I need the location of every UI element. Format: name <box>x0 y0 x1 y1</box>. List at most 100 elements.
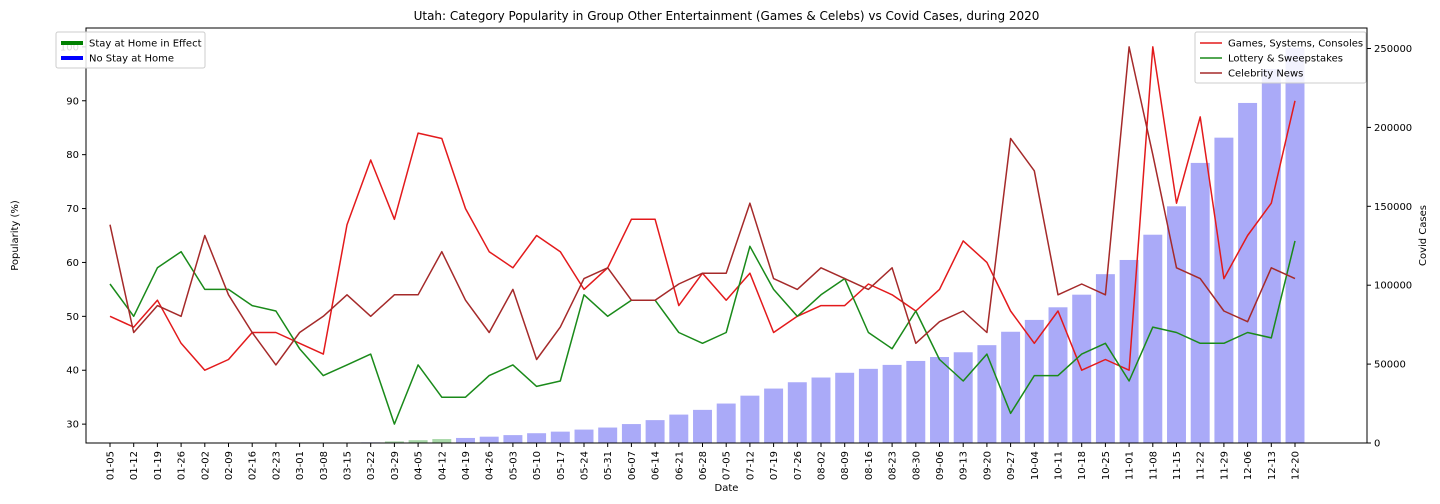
y-axis-label: Popularity (%) <box>10 200 21 271</box>
covid-bar-10-04 <box>1024 319 1044 443</box>
legend-box <box>55 31 206 69</box>
x-tick-label: 03-29 <box>390 451 401 480</box>
y2-tick-label: 0 <box>1374 439 1380 450</box>
x-tick-label: 07-19 <box>769 451 780 480</box>
x-tick-label: 02-23 <box>271 451 282 480</box>
covid-bar-04-05 <box>408 440 428 443</box>
chart-title: Utah: Category Popularity in Group Other… <box>414 9 1040 23</box>
x-tick-label: 06-14 <box>651 451 662 480</box>
covid-bar-12-06 <box>1238 102 1258 444</box>
legend-stay-at-home: Stay at Home in Effect No Stay at Home <box>55 31 206 69</box>
y2-tick-label: 100000 <box>1374 281 1412 292</box>
x-tick-label: 08-09 <box>840 451 851 480</box>
legend-label: Celebrity News <box>1228 69 1303 80</box>
y2-tick-label: 50000 <box>1374 360 1406 371</box>
x-tick-label: 07-26 <box>793 451 804 480</box>
covid-bar-09-20 <box>977 345 997 443</box>
x-tick-label: 01-05 <box>106 451 117 480</box>
left-y-axis: 30405060708090100 <box>60 42 86 431</box>
covid-bar-12-20 <box>1285 47 1305 443</box>
covid-bar-05-03 <box>503 435 523 443</box>
x-tick-label: 03-08 <box>319 451 330 480</box>
series-line-games-systems-consoles <box>109 46 1296 371</box>
y-tick-label: 40 <box>66 366 79 377</box>
x-tick-label: 09-27 <box>1006 451 1017 480</box>
covid-bar-07-05 <box>716 403 736 443</box>
x-tick-label: 07-05 <box>722 451 733 480</box>
x-tick-label: 03-22 <box>366 451 377 480</box>
legend-box <box>1194 31 1367 84</box>
y-tick-label: 70 <box>66 204 79 215</box>
covid-bar-08-09 <box>835 372 855 443</box>
covid-bar-07-19 <box>764 388 784 443</box>
covid-bar-04-26 <box>479 436 499 443</box>
x-tick-label: 09-13 <box>959 451 970 480</box>
covid-bar-11-22 <box>1190 162 1210 444</box>
y2-axis-label: Covid Cases <box>1418 205 1429 266</box>
x-tick-label: 12-13 <box>1267 451 1278 480</box>
covid-bar-08-23 <box>882 364 902 443</box>
covid-bar-05-31 <box>598 427 618 443</box>
covid-bar-05-17 <box>550 431 570 443</box>
y2-tick-label: 150000 <box>1374 202 1412 213</box>
x-axis: 01-05 01-12 01-19 01-26 02-02 02-09 02-16 02-23… <box>106 443 1302 480</box>
covid-bar-05-24 <box>574 429 594 443</box>
x-tick-label: 10-11 <box>1054 451 1065 480</box>
y-tick-label: 80 <box>66 150 79 161</box>
x-tick-label: 03-01 <box>295 451 306 480</box>
covid-bar-09-27 <box>1001 331 1021 443</box>
x-tick-label: 08-30 <box>911 451 922 480</box>
x-tick-label: 08-16 <box>864 451 875 480</box>
covid-bar-11-29 <box>1214 137 1234 443</box>
covid-bar-05-10 <box>527 433 547 443</box>
x-tick-label: 10-25 <box>1101 451 1112 480</box>
x-tick-label: 12-06 <box>1243 451 1254 480</box>
x-tick-label: 02-16 <box>248 451 259 480</box>
x-tick-label: 04-26 <box>485 451 496 480</box>
series-line-lottery-sweepstakes <box>109 240 1296 425</box>
right-y-axis: 0 50000 100000 150000 200000 250000 <box>1367 44 1412 450</box>
covid-bar-10-25 <box>1095 274 1115 443</box>
x-tick-label: 01-26 <box>177 451 188 480</box>
covid-bar-08-02 <box>811 377 831 443</box>
x-tick-label: 09-06 <box>935 451 946 480</box>
x-tick-label: 09-20 <box>982 451 993 480</box>
x-tick-label: 06-07 <box>627 451 638 480</box>
x-tick-label: 01-12 <box>129 451 140 480</box>
covid-bar-09-13 <box>953 352 973 443</box>
covid-bar-09-06 <box>930 357 949 443</box>
x-tick-label: 08-02 <box>817 451 828 480</box>
x-tick-label: 08-23 <box>888 451 899 480</box>
x-tick-label: 12-20 <box>1291 451 1302 480</box>
x-tick-label: 11-08 <box>1148 451 1159 480</box>
series-lines <box>109 46 1296 425</box>
x-tick-label: 05-03 <box>508 451 519 480</box>
covid-bar-04-12 <box>432 439 452 443</box>
covid-bar-07-26 <box>787 382 807 443</box>
covid-bar-03-29 <box>384 441 404 443</box>
legend-label: Stay at Home in Effect <box>89 39 202 50</box>
covid-bar-11-08 <box>1143 234 1163 443</box>
x-tick-label: 01-19 <box>153 451 164 480</box>
x-tick-label: 05-17 <box>556 451 567 480</box>
x-tick-label: 11-15 <box>1172 451 1183 480</box>
legend-label: Lottery & Sweepstakes <box>1228 54 1343 65</box>
series-line-celebrity-news <box>109 46 1296 366</box>
x-tick-label: 04-12 <box>437 451 448 480</box>
x-tick-label: 06-28 <box>698 451 709 480</box>
covid-bar-07-12 <box>740 395 760 443</box>
y-tick-label: 50 <box>66 312 79 323</box>
legend-label: Games, Systems, Consoles <box>1228 39 1363 50</box>
x-tick-label: 10-04 <box>1030 451 1041 480</box>
legend-categories: Games, Systems, Consoles Lottery & Sweeps… <box>1194 31 1367 84</box>
covid-bar-06-28 <box>693 409 712 443</box>
covid-bar-06-07 <box>621 424 641 443</box>
x-tick-label: 03-15 <box>343 451 354 480</box>
x-tick-label: 04-05 <box>414 451 425 480</box>
y-tick-label: 30 <box>66 420 79 431</box>
x-tick-label: 11-29 <box>1219 451 1230 480</box>
x-tick-label: 04-19 <box>461 451 472 480</box>
x-tick-label: 02-02 <box>200 451 211 480</box>
x-tick-label: 11-01 <box>1125 451 1136 480</box>
